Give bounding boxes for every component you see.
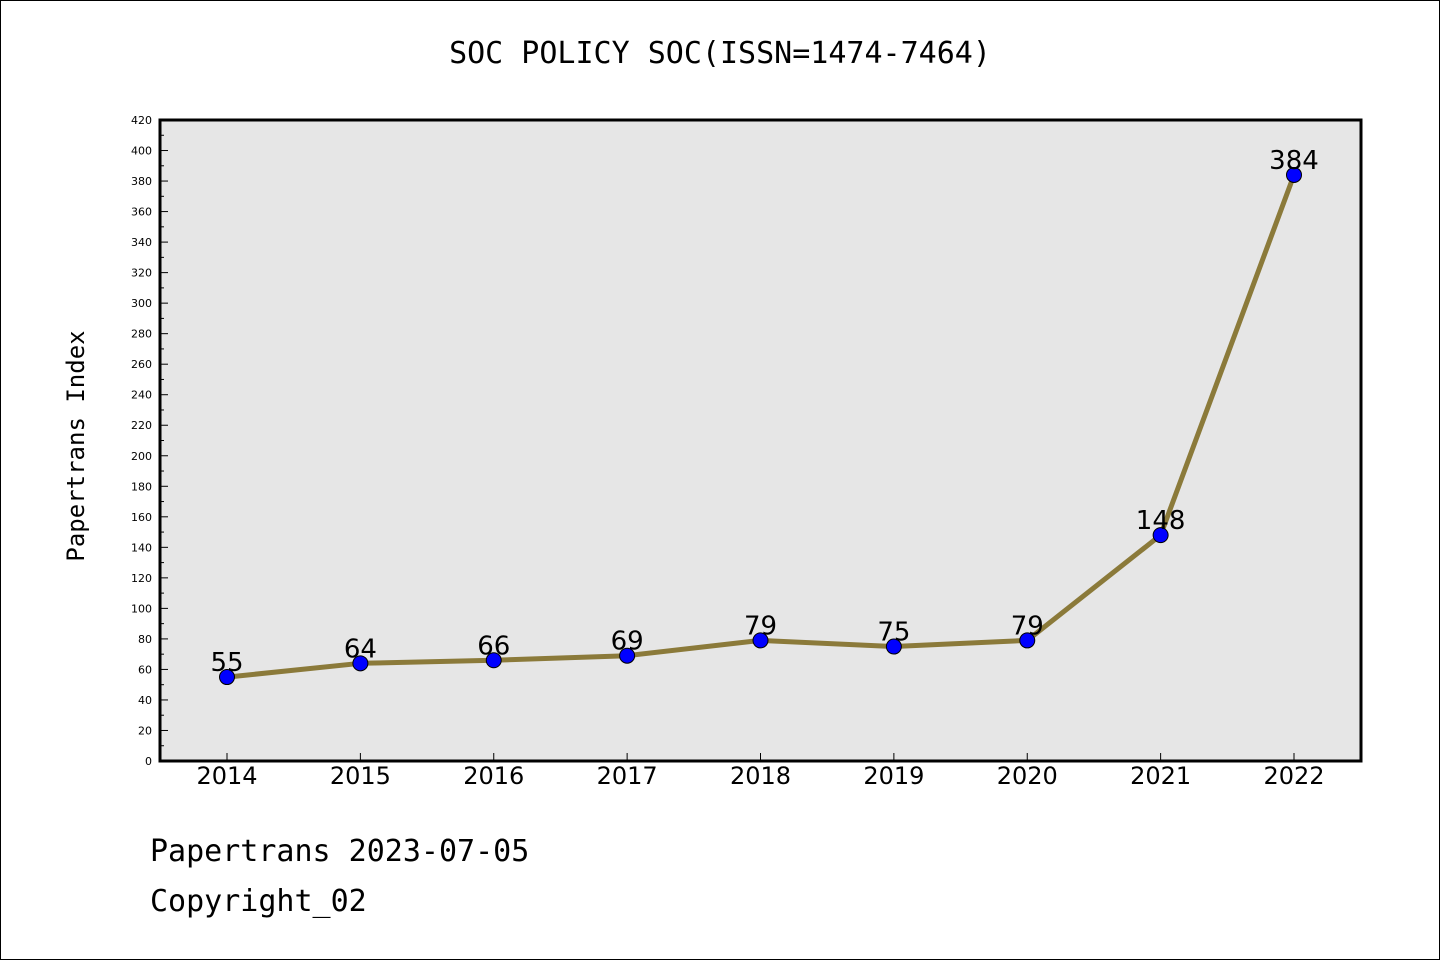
y-tick-label: 300	[131, 297, 152, 310]
y-tick-label: 240	[131, 389, 152, 402]
y-tick-label: 180	[131, 480, 152, 493]
data-label: 66	[477, 631, 510, 661]
footer-copyright: Copyright_02	[150, 884, 367, 919]
y-tick-label: 380	[131, 175, 152, 188]
data-point	[1286, 166, 1302, 183]
data-label: 64	[344, 634, 377, 664]
y-tick-label: 400	[131, 145, 152, 158]
data-label: 69	[611, 627, 644, 657]
x-tick-label: 2016	[463, 762, 524, 790]
data-label: 79	[744, 611, 777, 641]
data-point	[352, 655, 369, 672]
data-label: 79	[1011, 611, 1044, 641]
plot-border	[158, 118, 1363, 763]
y-tick-label: 260	[131, 358, 152, 371]
data-point	[219, 669, 235, 686]
x-tick-label: 2021	[1130, 762, 1191, 790]
y-tick-label: 360	[131, 206, 152, 219]
y-tick-label: 280	[131, 328, 152, 341]
y-tick-label: 160	[131, 511, 152, 524]
data-point	[619, 647, 636, 664]
y-tick-label: 140	[131, 541, 152, 554]
footer-date: Papertrans 2023-07-05	[150, 834, 530, 869]
chart-title: SOC POLICY SOC(ISSN=1474-7464)	[449, 36, 991, 71]
data-label: 384	[1269, 146, 1319, 176]
x-tick-label: 2018	[730, 762, 791, 790]
x-tick-label: 2014	[196, 762, 257, 790]
data-point	[752, 632, 769, 649]
data-labels: 55 64 66 69 79 75 79 148 384	[210, 146, 1318, 678]
y-tick-label: 60	[138, 663, 152, 676]
plot-area	[160, 120, 1361, 761]
y-tick-label: 40	[138, 694, 152, 707]
y-tick-label: 320	[131, 267, 152, 280]
data-point	[485, 652, 502, 669]
x-tick-label: 2017	[597, 762, 658, 790]
y-tick-label: 200	[131, 450, 152, 463]
x-axis: 2014 2015 2016 2017 2018 2019 2020 2021 2022	[196, 753, 1325, 790]
data-point	[1019, 632, 1036, 649]
data-label: 75	[877, 618, 910, 648]
x-tick-label: 2022	[1263, 762, 1324, 790]
y-tick-label: 220	[131, 419, 152, 432]
x-tick-label: 2020	[997, 762, 1058, 790]
data-label: 55	[210, 648, 243, 678]
y-tick-label: 420	[131, 114, 152, 127]
y-tick-label: 340	[131, 236, 152, 249]
y-tick-label: 80	[138, 633, 152, 646]
data-label: 148	[1136, 506, 1186, 536]
series-markers	[219, 166, 1302, 686]
x-tick-label: 2015	[330, 762, 391, 790]
data-point	[1152, 527, 1169, 544]
y-tick-label: 100	[131, 602, 152, 615]
y-axis: 0 20 40 60 80 100 120 140 160 180 200 220 240 260 280 3…	[131, 114, 168, 768]
data-point	[885, 638, 902, 655]
x-tick-label: 2019	[863, 762, 924, 790]
y-tick-label: 20	[138, 724, 152, 737]
y-tick-label: 120	[131, 572, 152, 585]
y-tick-label: 0	[145, 755, 152, 768]
